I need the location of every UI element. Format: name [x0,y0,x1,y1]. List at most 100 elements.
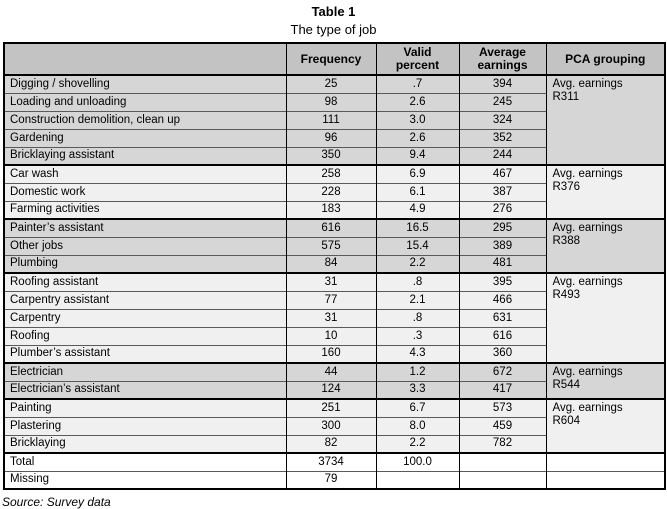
pca-grouping-cell: Avg. earnings R311 [545,74,666,165]
job-cell: Bricklaying [3,434,287,453]
average-earnings-cell: 672 [458,362,547,381]
valid-percent-cell: 3.3 [375,380,460,399]
average-earnings-cell: 573 [458,398,547,417]
frequency-cell: 251 [285,398,377,417]
job-cell: Digging / shovelling [3,74,287,93]
frequency-cell: 575 [285,236,377,255]
valid-percent-cell: 2.6 [375,128,460,147]
pca-grouping-value: R376 [552,181,581,193]
pca-grouping-value: R544 [552,379,581,391]
valid-percent-cell: .3 [375,326,460,345]
average-earnings-cell: 481 [458,254,547,273]
average-earnings-cell: 324 [458,110,547,129]
job-cell: Plastering [3,416,287,435]
frequency-cell: 124 [285,380,377,399]
average-earnings-cell: 352 [458,128,547,147]
valid-percent-cell: 8.0 [375,416,460,435]
job-cell: Bricklaying assistant [3,146,287,165]
frequency-cell: 44 [285,362,377,381]
average-earnings-cell: 245 [458,92,547,111]
pca-grouping-label: Avg. earnings [552,276,623,288]
table-row: Roofing 10.3 616 [3,326,665,345]
frequency-cell: 228 [285,182,377,201]
column-header-frequency: Frequency [285,42,377,76]
job-cell: Missing [3,470,287,489]
job-cell: Domestic work [3,182,287,201]
pca-grouping-value: R311 [552,91,580,103]
average-earnings-cell [458,470,547,489]
pca-grouping-value: R388 [552,235,581,247]
average-earnings-cell: 389 [458,236,547,255]
pca-grouping-cell: Avg. earnings R376 [545,164,666,219]
frequency-cell: 616 [285,218,377,237]
average-earnings-cell: 244 [458,146,547,165]
table-row: Digging / shovelling 25.7 394 Avg. earnings… [3,74,666,165]
table-row: Other jobs 575 15.4 389 [3,236,665,255]
average-earnings-cell: 459 [458,416,547,435]
valid-percent-cell: .8 [375,308,460,327]
job-cell: Total [3,452,287,471]
table-number-title: Table 1 [311,4,356,19]
pca-grouping-label: Avg. earnings [552,78,623,90]
pca-grouping-label: Avg. earnings [552,366,623,378]
table-row: Plumber’s assistant 160 4.3 360 [3,344,665,363]
average-earnings-cell: 466 [458,290,547,309]
frequency-cell: 82 [285,434,377,453]
job-cell: Carpentry [3,308,287,327]
average-earnings-cell: 295 [458,218,547,237]
pca-grouping-cell: Avg. earnings R604 [545,398,666,453]
column-header-job [3,42,287,76]
column-header-average-earnings: Average earnings [458,42,547,76]
valid-percent-cell [375,470,460,489]
average-earnings-cell: 631 [458,308,547,327]
frequency-cell: 31 [285,272,377,291]
frequency-cell: 79 [285,470,377,489]
table-row: Carpentry assistant 77 2.1 466 [3,290,665,309]
frequency-cell: 98 [285,92,377,111]
average-earnings-cell: 276 [458,200,547,219]
table-row: Construction demolition, clean up 111 3.0 3… [3,110,665,129]
pca-grouping-cell: Avg. earnings R388 [545,218,666,273]
valid-percent-cell: .7 [375,74,460,93]
frequency-cell: 10 [285,326,377,345]
table-row: Farming activities 183 4.9 276 [3,200,665,219]
table-row: Bricklaying assistant 350 9.4 244 [3,146,665,165]
valid-percent-cell: 2.6 [375,92,460,111]
table-row: Roofing assistant 31.8 395 Avg. earnings R49… [3,272,666,363]
average-earnings-cell: 616 [458,326,547,345]
table-row: Bricklaying 82 2.2 782 [3,434,665,453]
frequency-cell: 183 [285,200,377,219]
job-cell: Roofing [3,326,287,345]
table-row: Domestic work 228 6.1 387 [3,182,665,201]
job-cell: Plumbing [3,254,287,273]
average-earnings-cell: 782 [458,434,547,453]
valid-percent-cell: 3.0 [375,110,460,129]
job-cell: Construction demolition, clean up [3,110,287,129]
job-cell: Painter’s assistant [3,218,287,237]
pca-grouping-label: Avg. earnings [552,168,623,180]
valid-percent-cell: 1.2 [375,362,460,381]
frequency-cell: 160 [285,344,377,363]
pca-grouping-cell [545,452,666,471]
valid-percent-cell: 4.3 [375,344,460,363]
valid-percent-cell: 16.5 [375,218,460,237]
average-earnings-cell: 467 [458,164,547,183]
table-subtitle: The type of job [290,22,377,37]
valid-percent-cell: 2.1 [375,290,460,309]
average-earnings-cell: 394 [458,74,547,93]
job-cell: Painting [3,398,287,417]
table-row: Plastering 300 8.0 459 [3,416,665,435]
job-cell: Car wash [3,164,287,183]
pca-grouping-label: Avg. earnings [552,222,623,234]
valid-percent-cell: 6.9 [375,164,460,183]
table-header: Frequency Valid percent Average earnings PC… [3,42,666,76]
average-earnings-cell: 387 [458,182,547,201]
frequency-cell: 31 [285,308,377,327]
valid-percent-cell: 4.9 [375,200,460,219]
job-type-table: Frequency Valid percent Average earnings PC… [3,42,666,490]
average-earnings-cell: 417 [458,380,547,399]
pca-grouping-cell: Avg. earnings R544 [545,362,666,399]
pca-grouping-value: R604 [552,415,581,427]
table-body: Digging / shovelling 25.7 394 Avg. earnings… [3,74,666,489]
